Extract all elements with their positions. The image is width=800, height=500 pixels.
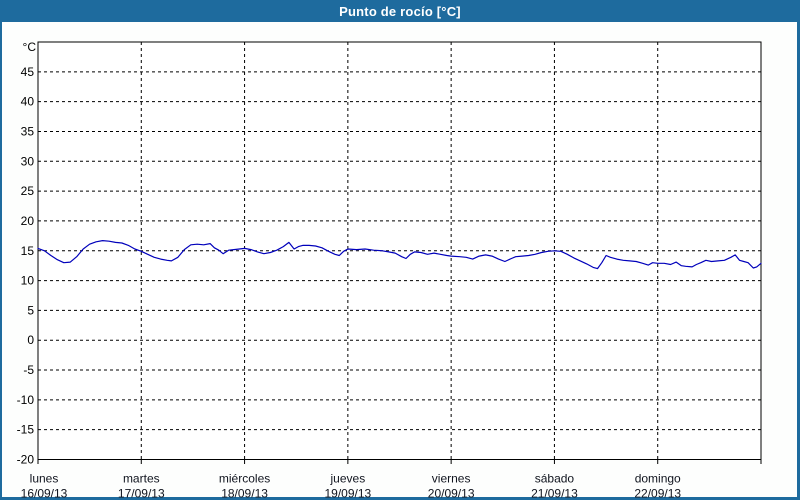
x-day-name-label: jueves	[330, 472, 366, 486]
x-day-name-label: miércoles	[219, 472, 270, 486]
y-tick-label: -5	[23, 363, 34, 377]
title-bar: Punto de rocío [°C]	[0, 0, 800, 22]
y-tick-label: 40	[21, 95, 35, 109]
y-tick-label: 30	[21, 154, 35, 168]
y-tick-label: 35	[21, 124, 35, 138]
y-tick-label: 15	[21, 244, 35, 258]
x-day-name-label: martes	[123, 472, 160, 486]
x-day-date-label: 19/09/13	[324, 487, 371, 500]
y-tick-label: -10	[17, 393, 35, 407]
x-day-date-label: 20/09/13	[428, 487, 475, 500]
chart-content-area: 45 40 35 30 25 20 15 10 5 0 -5 -10 -15 -20 °C lunes 16/0…	[2, 22, 797, 500]
y-tick-label: -15	[17, 423, 35, 437]
y-tick-label: 0	[27, 333, 34, 347]
chart-title: Punto de rocío [°C]	[339, 3, 461, 19]
x-day-date-label: 22/09/13	[634, 487, 681, 500]
x-day-name-label: sábado	[535, 472, 575, 486]
x-day-date-label: 17/09/13	[118, 487, 165, 500]
plot-box	[37, 41, 762, 460]
y-tick-label: 5	[27, 303, 34, 317]
y-tick-label: 10	[21, 274, 35, 288]
x-day-name-label: domingo	[635, 472, 681, 486]
y-tick-label: -20	[17, 453, 35, 467]
x-day-date-label: 18/09/13	[221, 487, 268, 500]
x-day-name-label: lunes	[30, 472, 59, 486]
dew-point-line	[37, 240, 762, 270]
y-tick-label: 25	[21, 184, 35, 198]
y-tick-label: 20	[21, 214, 35, 228]
y-axis-unit-label: °C	[23, 40, 37, 54]
x-day-date-label: 21/09/13	[531, 487, 578, 500]
y-tick-label: 45	[21, 65, 35, 79]
x-day-name-label: viernes	[432, 472, 471, 486]
x-day-date-label: 16/09/13	[21, 487, 68, 500]
